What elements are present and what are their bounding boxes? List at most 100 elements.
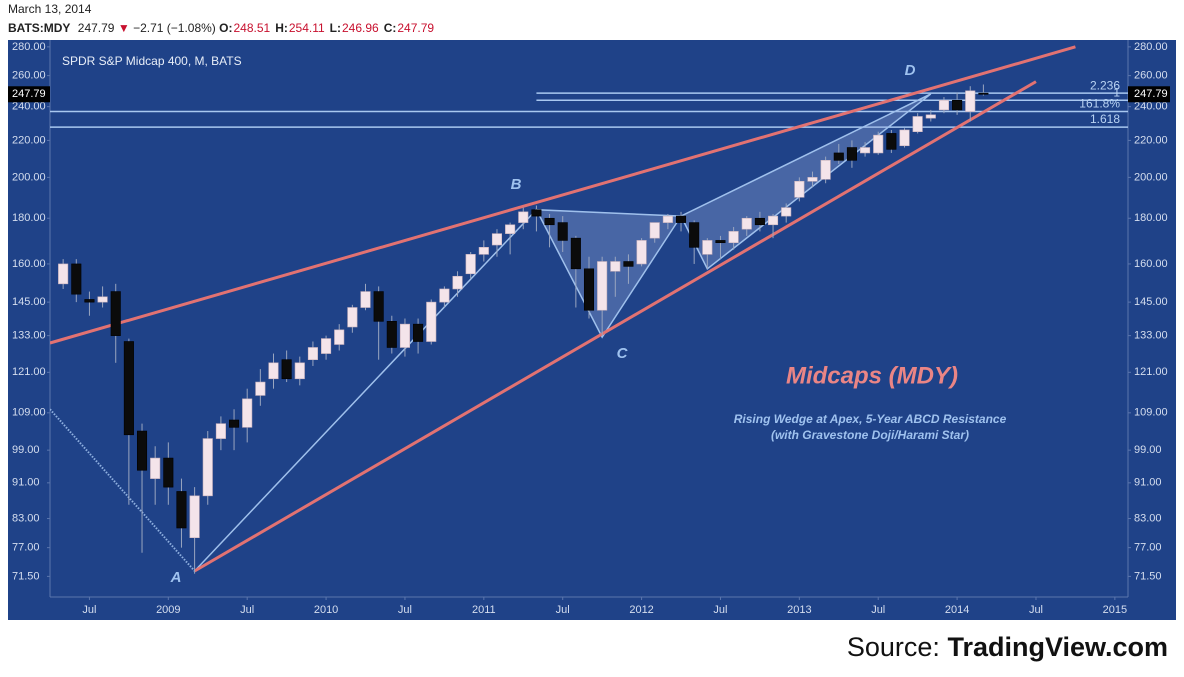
candle-body <box>873 134 884 154</box>
y-tick-label: 180.00 <box>12 212 46 224</box>
ohlc-value: 254.11 <box>288 21 325 35</box>
candle-body <box>189 495 200 538</box>
ohlc-label: O: <box>219 21 233 35</box>
y-tick-label: 71.50 <box>1134 570 1162 582</box>
candle-body <box>610 261 621 272</box>
candle-body <box>768 215 779 226</box>
ohlc-label: L: <box>329 21 341 35</box>
y-tick-label: 77.00 <box>1134 542 1162 554</box>
note: (with Gravestone Doji/Harami Star) <box>771 428 969 442</box>
x-tick-label: 2010 <box>314 604 338 616</box>
candle-body <box>136 430 148 471</box>
candle-body <box>294 362 305 380</box>
price-tag <box>8 86 50 103</box>
y-tick-label: 83.00 <box>1134 512 1162 524</box>
candle-body <box>820 160 831 180</box>
candle-body <box>623 261 634 267</box>
candle-body <box>912 116 923 132</box>
point-label: D <box>905 62 916 79</box>
candle-body <box>952 99 963 111</box>
candle-body <box>833 152 844 161</box>
y-tick-label: 220.00 <box>12 134 46 146</box>
candle-body <box>965 90 976 112</box>
candle-body <box>794 180 805 198</box>
candle-body <box>860 147 871 154</box>
candle-body <box>899 129 910 147</box>
annotation: Midcaps (MDY) <box>786 362 958 389</box>
dotted <box>50 408 196 572</box>
y-tick-label: 133.00 <box>12 330 46 342</box>
candle-body <box>163 457 174 488</box>
change: −2.71 (−1.08%) <box>133 21 216 35</box>
candle-body <box>465 254 476 275</box>
ohlc-value: 246.96 <box>342 21 379 35</box>
candle-body <box>689 222 700 248</box>
source-site: TradingView.com <box>947 632 1168 662</box>
candle-body <box>715 240 726 244</box>
change-arrow: ▼ <box>117 21 130 35</box>
fib-label: 2.236 <box>1090 78 1120 92</box>
pattern <box>194 209 537 572</box>
x-tick-label: Jul <box>1029 604 1043 616</box>
candle-body <box>728 231 739 244</box>
price-tag-label: 247.79 <box>1134 88 1168 100</box>
candle-body <box>268 362 279 380</box>
candle-body <box>636 240 647 265</box>
fib-label: 161.8% <box>1079 97 1120 111</box>
x-tick-label: 2013 <box>787 604 811 616</box>
x-tick-label: 2014 <box>945 604 969 616</box>
y-tick-label: 83.00 <box>12 512 40 524</box>
source-prefix: Source: <box>846 632 940 662</box>
x-tick-label: Jul <box>82 604 96 616</box>
candle-body <box>281 359 292 380</box>
ohlc-label: H: <box>275 21 288 35</box>
candle-body <box>557 222 568 241</box>
wedge <box>193 80 1037 573</box>
y-tick-label: 133.00 <box>1134 330 1168 342</box>
y-tick-label: 200.00 <box>1134 171 1168 183</box>
y-tick-label: 121.00 <box>1134 366 1168 378</box>
candle-body <box>176 491 187 529</box>
y-tick-label: 280.00 <box>12 41 46 53</box>
point-label: B <box>511 176 522 193</box>
candle-body <box>242 398 253 428</box>
candle-body <box>71 263 82 295</box>
plot <box>50 45 1128 574</box>
candle-body <box>150 457 161 479</box>
candle-body <box>360 291 371 308</box>
candle-body <box>255 381 266 396</box>
candle-body <box>215 423 226 439</box>
y-tick-label: 121.00 <box>12 366 46 378</box>
candle-body <box>978 92 989 95</box>
symbol: BATS:MDY <box>8 21 71 35</box>
x-tick-label: Jul <box>556 604 570 616</box>
y-tick-label: 280.00 <box>1134 41 1168 53</box>
candle-body <box>505 224 516 234</box>
candle-body <box>110 291 121 336</box>
x-tick-label: 2012 <box>629 604 653 616</box>
candle-body <box>386 321 397 348</box>
candle-body <box>781 207 792 217</box>
price: 247.79 <box>77 21 115 35</box>
candle-body <box>452 275 463 290</box>
candle-body <box>307 347 318 360</box>
y-tick-label: 71.50 <box>12 570 40 582</box>
price-tag <box>1128 86 1170 103</box>
candle-body <box>321 338 332 354</box>
candle-body <box>675 215 687 223</box>
candle-body <box>229 419 240 428</box>
y-tick-label: 109.00 <box>1134 407 1168 419</box>
y-tick-label: 145.00 <box>12 296 46 308</box>
note: Rising Wedge at Apex, 5-Year ABCD Resist… <box>734 412 1007 426</box>
y-tick-label: 99.00 <box>12 444 40 456</box>
candle-body <box>570 237 581 270</box>
fib-label: 1 <box>1113 85 1120 99</box>
y-tick-label: 260.00 <box>1134 70 1168 82</box>
y-tick-label: 240.00 <box>1134 101 1168 113</box>
candle-body <box>478 247 489 255</box>
quote-bar: BATS:MDY 247.79 ▼ −2.71 (−1.08%) O:248.5… <box>8 21 439 35</box>
candle-body <box>649 222 660 239</box>
candle-body <box>439 288 450 303</box>
y-tick-label: 77.00 <box>12 542 40 554</box>
